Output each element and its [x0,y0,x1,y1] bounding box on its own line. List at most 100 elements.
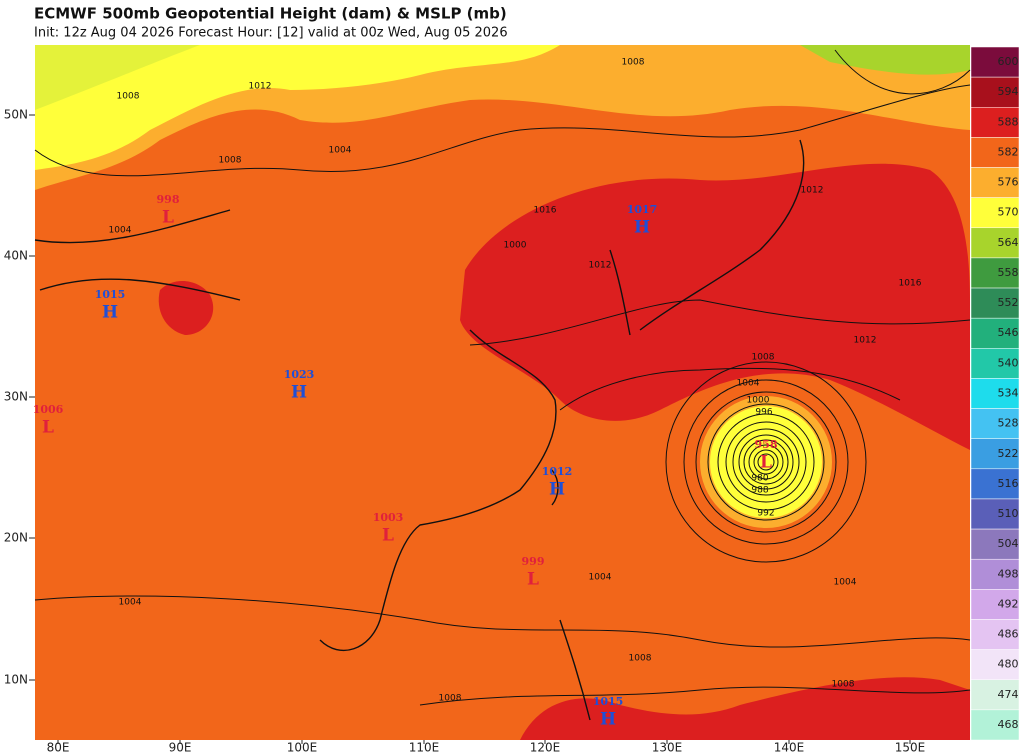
colorbar-cell [970,709,1020,741]
lat-label: 40N [4,249,28,263]
center-value: 1023 [284,368,315,381]
lon-label: 150E [895,741,926,755]
field-588-south [520,677,970,740]
colorbar-label: 498 [998,567,1019,580]
isobar-label: 1012 [801,186,824,196]
isobar-label: 1008 [219,156,242,166]
center-value: 998 [157,193,180,206]
isobar-label: 1008 [117,92,140,102]
isobar-label: 1004 [329,146,352,156]
isobar-label: 1016 [534,206,557,216]
colorbar-label: 582 [998,145,1019,158]
lat-label: 20N [4,531,28,545]
center-letter: L [760,453,772,473]
lon-label: 90E [169,741,192,755]
colorbar-label: 510 [998,507,1019,520]
colorbar-cell [970,438,1020,470]
center-letter: L [527,570,539,590]
isobar-label: 1008 [752,353,775,363]
lon-label: 80E [47,741,70,755]
field-588-tibet [158,280,214,335]
center-letter: H [634,218,650,238]
colorbar-label: 546 [998,326,1019,339]
colorbar-cell [970,76,1020,108]
center-value: 999 [522,555,545,568]
isobar-label: 1008 [622,58,645,68]
isobar-label: 1008 [629,654,652,664]
colorbar-label: 534 [998,387,1019,400]
field-564 [35,45,200,110]
center-value: 1003 [373,511,404,524]
colorbar-label: 558 [998,266,1019,279]
lon-label: 130E [652,741,683,755]
colorbar-label: 528 [998,417,1019,430]
lon-label: 100E [287,741,318,755]
center-letter: H [600,710,616,730]
colorbar-label: 492 [998,597,1019,610]
center-letter: L [42,418,54,438]
field-564-ne [800,45,970,75]
colorbar-cell [970,348,1020,379]
colorbar-cell [970,257,1020,289]
colorbar-cell [970,649,1020,680]
isobar-label: 1012 [854,336,877,346]
colorbar-cell [970,589,1020,620]
lon-label: 140E [774,741,805,755]
isobars [34,49,971,706]
isobar-label: 1004 [737,379,760,389]
colorbar-cell [970,679,1020,711]
center-value: 1006 [33,403,64,416]
colorbar-label: 552 [998,296,1019,309]
colorbar-label: 480 [998,658,1019,671]
center-value: 1015 [593,695,624,708]
colorbar-cell [970,619,1020,650]
isobar-label: 992 [757,509,774,519]
isobar-label: 1000 [504,241,527,251]
colorbar-cell [970,287,1020,319]
lat-label: 50N [4,108,28,122]
colorbar-cell [970,558,1020,590]
title: ECMWF 500mb Geopotential Height (dam) & … [34,5,507,23]
center-value: 1015 [95,288,126,301]
field-570 [35,45,560,170]
colorbar-label: 570 [998,206,1019,219]
subtitle: Init: 12z Aug 04 2026 Forecast Hour: [12… [34,26,508,41]
colorbar-label: 594 [998,85,1019,98]
isobar-label: 1008 [439,694,462,704]
colorbar-cell [970,137,1020,168]
center-letter: L [382,526,394,546]
colorbar-cell [970,317,1020,349]
isobar-label: 1012 [249,82,272,92]
colorbar-label: 468 [998,718,1019,731]
colorbar-cell [970,227,1020,259]
lat-label: 30N [4,390,28,404]
isobar-label: 1004 [589,573,612,583]
isobar-label: 1004 [834,578,857,588]
map-background [35,45,970,740]
center-letter: H [549,480,565,500]
colorbar-cell [970,46,1020,78]
colorbar-cell [970,408,1020,439]
colorbar-label: 504 [998,537,1019,550]
colorbar-label: 516 [998,477,1019,490]
colorbar-label: 522 [998,447,1019,460]
colorbar-label: 588 [998,115,1019,128]
lon-label: 110E [409,741,440,755]
colorbar-cell [970,468,1020,500]
colorbar-label: 576 [998,176,1019,189]
map [34,45,971,740]
coastlines [34,139,805,721]
isobar-label: 988 [751,486,768,496]
map-labels: 50N 40N 30N 20N 10N 80E 90E 100E 110E 120E 130E 140… [4,58,926,755]
center-letter: H [102,303,118,323]
isobar-label: 980 [751,474,768,484]
isobar-label: 1000 [747,396,770,406]
colorbar-label: 600 [998,55,1019,68]
center-value: 958 [755,438,778,451]
isobar-label: 996 [755,408,772,418]
colorbar-label: 540 [998,356,1019,369]
center-letter: H [291,383,307,403]
isobar-label: 1008 [832,680,855,690]
isobar-label: 1004 [119,598,142,608]
